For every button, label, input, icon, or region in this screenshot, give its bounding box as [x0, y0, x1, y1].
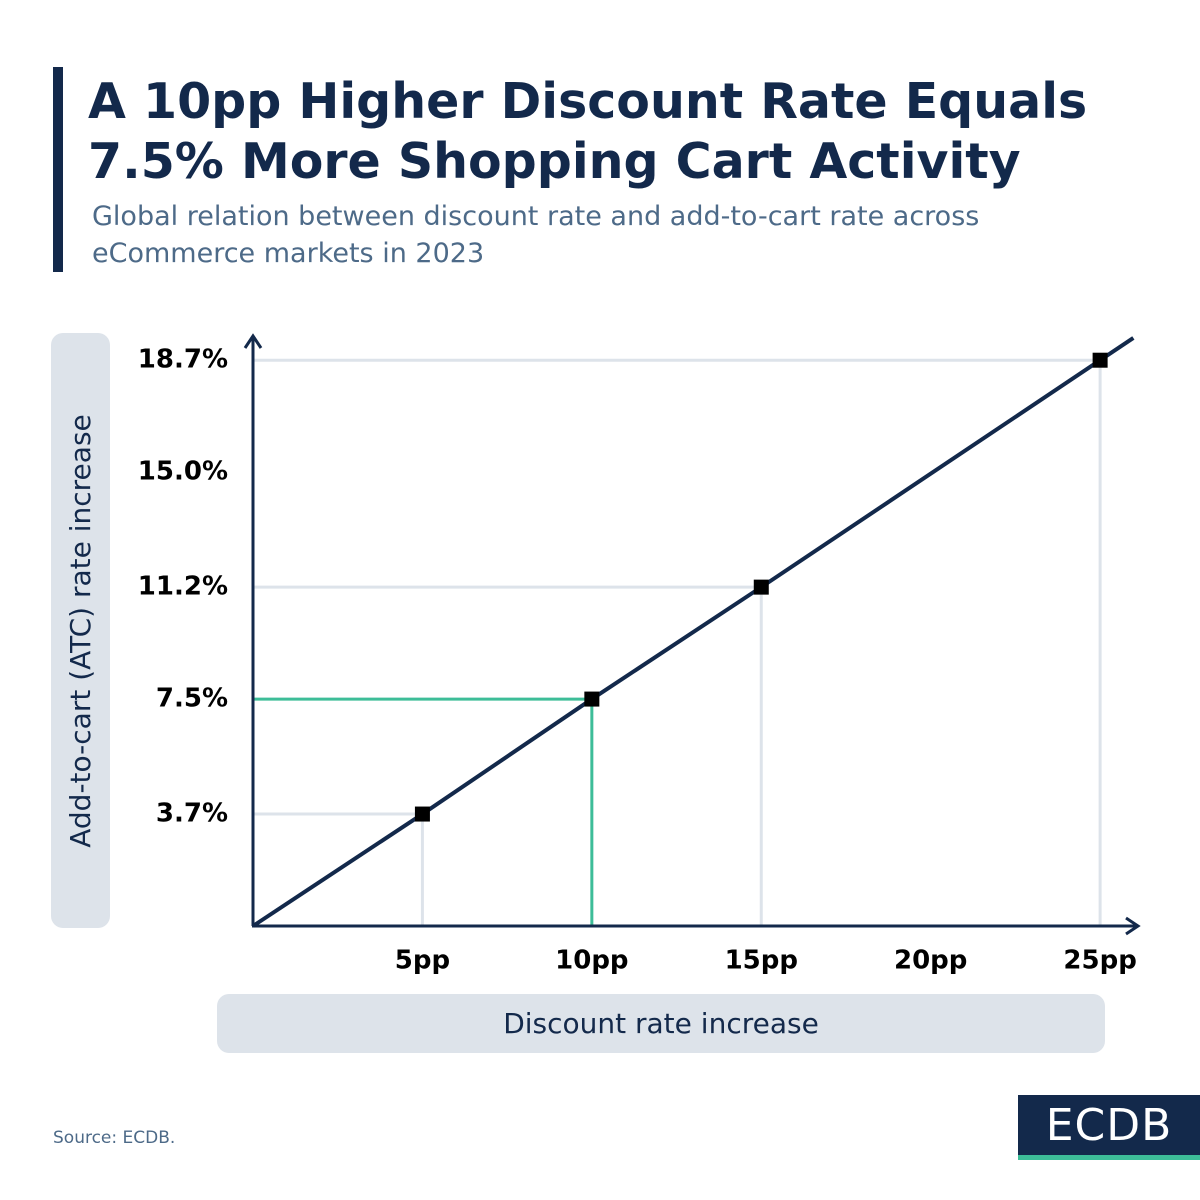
x-tick-label: 15pp: [725, 946, 798, 976]
point: [1092, 352, 1108, 368]
y-tick-label: 11.2%: [138, 572, 228, 602]
y-tick-label: 3.7%: [156, 799, 228, 829]
point: [414, 806, 430, 822]
accent-bar: [53, 67, 63, 272]
x-axis-label: Discount rate increase: [503, 1007, 819, 1040]
point: [584, 691, 600, 707]
y-tick-label: 7.5%: [156, 684, 228, 714]
y-arrow: [243, 333, 263, 349]
y-tick-label: 18.7%: [138, 345, 228, 375]
x-tick-label: 20pp: [894, 946, 967, 976]
x-arrow: [1125, 916, 1141, 936]
trend-line: [421, 358, 1102, 816]
x-tick-label: 25pp: [1063, 946, 1136, 976]
logo: ECDB: [1018, 1095, 1200, 1160]
x-label-box: [217, 994, 1105, 1053]
source: Source: ECDB.: [53, 1128, 176, 1148]
subtitle: Global relation between discount rate an…: [92, 201, 980, 269]
trend-lead: [251, 812, 424, 928]
y-tick-label: 15.0%: [138, 457, 228, 487]
point: [753, 579, 769, 595]
x-tick-label: 5pp: [395, 946, 450, 976]
y-label-box: [51, 333, 110, 928]
x-tick-label: 10pp: [555, 946, 628, 976]
title: A 10pp Higher Discount Rate Equals 7.5% …: [88, 73, 1088, 190]
y-axis-label: Add-to-cart (ATC) rate increase: [64, 414, 97, 848]
